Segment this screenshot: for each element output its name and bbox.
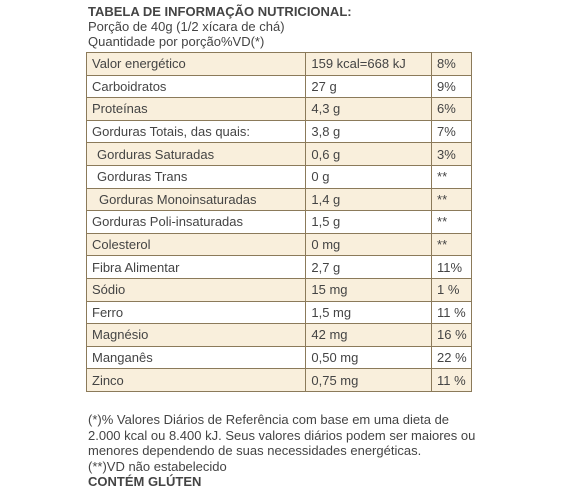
daily-value: 11 % — [431, 300, 472, 325]
table-row: Gorduras Totais, das quais: 3,8 g 7% — [85, 119, 472, 144]
footer-note: (*)% Valores Diários de Referência com b… — [88, 412, 450, 427]
daily-value: 9% — [431, 74, 472, 99]
nutrient-name: Manganês — [85, 345, 307, 370]
amount: 15 mg — [305, 277, 433, 302]
table-row: Fibra Alimentar 2,7 g 11% — [85, 255, 472, 279]
nutrient-name: Gorduras Monoinsaturadas — [85, 187, 307, 212]
nutrient-name: Colesterol — [85, 232, 307, 257]
amount: 159 kcal=668 kJ — [305, 52, 433, 76]
columns-header: Quantidade por porção%VD(*) — [88, 34, 265, 49]
nutrient-name: Proteínas — [85, 97, 307, 121]
table-row: Ferro 1,5 mg 11 % — [85, 300, 472, 325]
daily-value: 1 % — [431, 277, 472, 302]
amount: 1,5 mg — [305, 300, 433, 325]
amount: 1,5 g — [305, 210, 433, 234]
amount: 0,50 mg — [305, 345, 433, 370]
amount: 3,8 g — [305, 119, 433, 144]
amount: 42 mg — [305, 323, 433, 347]
nutrition-table: Valor energético 159 kcal=668 kJ 8% Carboid… — [85, 52, 472, 392]
daily-value: 8% — [431, 52, 472, 76]
table-row: Gorduras Monoinsaturadas 1,4 g ** — [85, 187, 472, 212]
daily-value: 16 % — [431, 323, 472, 347]
daily-value: 3% — [431, 142, 472, 166]
title: TABELA DE INFORMAÇÃO NUTRICIONAL: — [88, 4, 352, 19]
table-row: Proteínas 4,3 g 6% — [85, 97, 472, 121]
daily-value: ** — [431, 210, 472, 234]
table-row: Zinco 0,75 mg 11 % — [85, 368, 472, 392]
amount: 1,4 g — [305, 187, 433, 212]
table-row: Sódio 15 mg 1 % — [85, 277, 472, 302]
amount: 2,7 g — [305, 255, 433, 279]
nutrient-name: Fibra Alimentar — [85, 255, 307, 279]
amount: 27 g — [305, 74, 433, 99]
nutrient-name: Gorduras Poli-insaturadas — [85, 210, 307, 234]
allergen: CONTÉM GLÚTEN — [88, 474, 202, 489]
nutrient-name: Zinco — [85, 368, 307, 392]
daily-value: ** — [431, 232, 472, 257]
daily-value: 7% — [431, 119, 472, 144]
daily-value: 6% — [431, 97, 472, 121]
nutrient-name: Magnésio — [85, 323, 307, 347]
nutrient-name: Gorduras Trans — [85, 164, 307, 189]
nutrient-name: Gorduras Totais, das quais: — [85, 119, 307, 144]
nutrient-name: Ferro — [85, 300, 307, 325]
table-row: Colesterol 0 mg ** — [85, 232, 472, 257]
nutrient-name: Sódio — [85, 277, 307, 302]
nutrient-name: Valor energético — [85, 52, 307, 76]
daily-value: 22 % — [431, 345, 472, 370]
nutrient-name: Carboidratos — [85, 74, 307, 99]
footer-note: menores dependendo de suas necessidades … — [88, 443, 422, 458]
amount: 0 g — [305, 164, 433, 189]
daily-value: ** — [431, 187, 472, 212]
table-row: Carboidratos 27 g 9% — [85, 74, 472, 99]
footer-note: (**)VD não estabelecido — [88, 458, 227, 474]
table-row: Magnésio 42 mg 16 % — [85, 323, 472, 347]
footer: (*)% Valores Diários de Referência com b… — [88, 412, 475, 490]
amount: 0 mg — [305, 232, 433, 257]
nutrient-name: Gorduras Saturadas — [85, 142, 307, 166]
amount: 0,6 g — [305, 142, 433, 166]
amount: 0,75 mg — [305, 368, 433, 392]
amount: 4,3 g — [305, 97, 433, 121]
footer-note: 2.000 kcal ou 8.400 kJ. Seus valores diá… — [88, 427, 476, 443]
table-row: Manganês 0,50 mg 22 % — [85, 345, 472, 370]
daily-value: ** — [431, 164, 472, 189]
daily-value: 11% — [431, 255, 472, 279]
table-row: Gorduras Poli-insaturadas 1,5 g ** — [85, 210, 472, 234]
table-row: Valor energético 159 kcal=668 kJ 8% — [85, 52, 472, 76]
serving: Porção de 40g (1/2 xícara de chá) — [88, 19, 285, 34]
daily-value: 11 % — [431, 368, 472, 392]
table-row: Gorduras Trans 0 g ** — [85, 164, 472, 189]
table-row: Gorduras Saturadas 0,6 g 3% — [85, 142, 472, 166]
